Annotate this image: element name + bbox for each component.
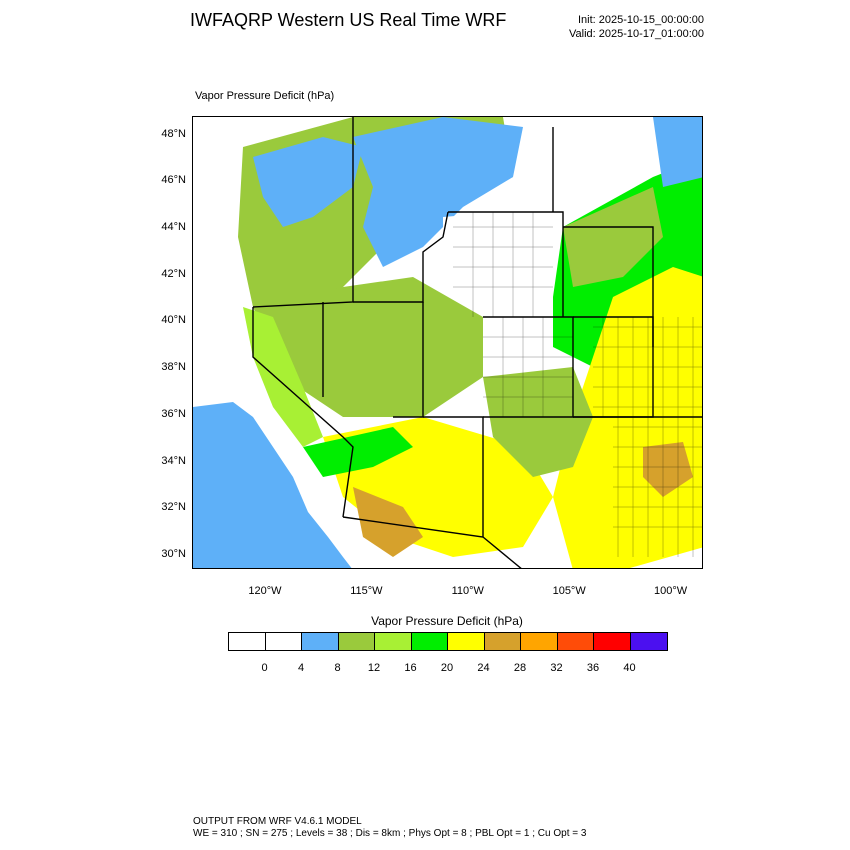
lon-label: 100°W — [653, 585, 688, 597]
colorbar-label: 0 — [261, 662, 268, 674]
colorbar-swatch — [411, 633, 448, 650]
colorbar-label: 16 — [404, 662, 417, 674]
az-orange-zone — [353, 487, 423, 557]
northeast-blue — [653, 117, 702, 187]
texas-orange-zone — [643, 442, 693, 497]
run-times: Init: 2025-10-15_00:00:00 Valid: 2025-10… — [569, 13, 704, 41]
idaho-blue-zone — [353, 117, 523, 267]
lat-label: 36°N — [161, 407, 186, 420]
colorbar-swatch — [338, 633, 375, 650]
colorbar-swatch — [302, 633, 339, 650]
colorbar-swatch — [265, 633, 302, 650]
valid-time: Valid: 2025-10-17_01:00:00 — [569, 28, 704, 40]
colorbar-swatch — [448, 633, 485, 650]
colorbar-swatch — [229, 633, 266, 650]
north-plains-green — [563, 187, 663, 287]
colorbar-label: 12 — [367, 662, 381, 674]
lat-label: 30°N — [161, 547, 186, 560]
map-canvas — [193, 117, 702, 568]
colorbar-label: 40 — [623, 662, 636, 674]
colorbar-swatch — [484, 633, 521, 650]
colorbar-swatch — [594, 633, 631, 650]
lat-label: 38°N — [161, 361, 186, 374]
lat-label: 42°N — [161, 267, 186, 280]
colorbar-label: 20 — [440, 662, 454, 674]
colorbar-label: 28 — [513, 662, 527, 674]
lat-label: 48°N — [161, 127, 186, 140]
colorbar — [228, 632, 668, 651]
colorbar-title: Vapor Pressure Deficit (hPa) — [371, 614, 523, 628]
colorbar-swatch — [557, 633, 594, 650]
vpd-map — [192, 116, 703, 569]
colorbar-label: 4 — [297, 662, 305, 674]
lon-label: 120°W — [248, 585, 282, 597]
baja-ocean — [193, 417, 273, 547]
nm-green-zone — [483, 367, 593, 477]
plot-title: IWFAQRP Western US Real Time WRF — [190, 10, 507, 30]
lon-label: 110°W — [451, 585, 484, 597]
colorbar-swatch — [521, 633, 558, 650]
ca-central-valley — [243, 307, 323, 447]
lat-label: 32°N — [161, 501, 186, 514]
footer-line-2: WE = 310 ; SN = 275 ; Levels = 38 ; Dis … — [193, 828, 587, 839]
model-footer: OUTPUT FROM WRF V4.6.1 MODEL WE = 310 ; … — [193, 816, 586, 840]
colorbar-swatch — [630, 633, 667, 650]
lat-label: 34°N — [161, 454, 186, 467]
colorbar-label: 8 — [334, 662, 341, 674]
lat-label: 46°N — [161, 174, 186, 187]
lat-label: 40°N — [161, 314, 186, 327]
great-basin-green — [253, 277, 483, 417]
lat-label: 44°N — [161, 221, 186, 234]
colorbar-label: 32 — [550, 662, 563, 674]
nw-blue-zone — [253, 137, 363, 227]
sw-green-band — [303, 427, 413, 477]
colorbar-label: 24 — [477, 662, 490, 674]
lon-label: 105°W — [552, 585, 586, 597]
lon-label: 115°W — [350, 585, 383, 597]
footer-line-1: OUTPUT FROM WRF V4.6.1 MODEL — [193, 816, 362, 827]
field-label: Vapor Pressure Deficit (hPa) — [195, 90, 335, 102]
colorbar-swatch — [375, 633, 412, 650]
init-time: Init: 2025-10-15_00:00:00 — [578, 14, 704, 26]
colorbar-label: 36 — [586, 662, 600, 674]
county-lines — [453, 212, 702, 557]
